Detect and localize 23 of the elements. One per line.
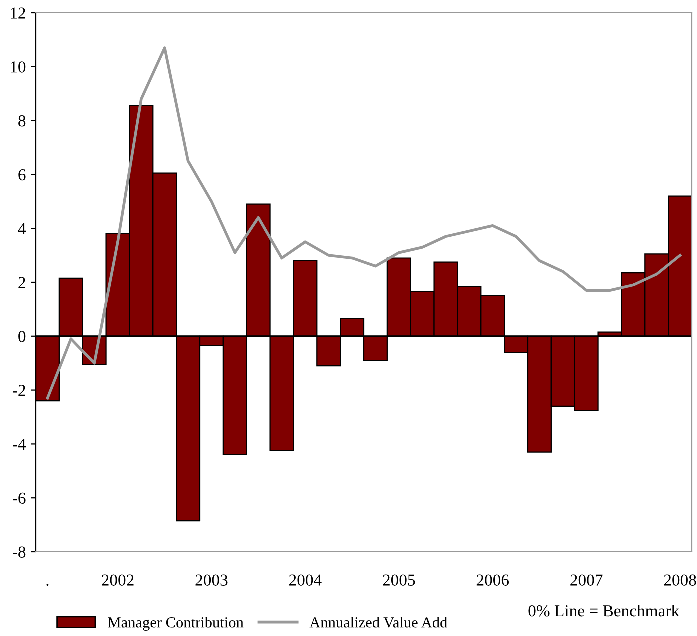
- y-tick-label: 4: [18, 223, 26, 234]
- y-tick-label: -4: [13, 439, 26, 450]
- y-tick-label: 10: [11, 62, 26, 73]
- x-tick-label: 2003: [196, 574, 228, 586]
- legend-label: Annualized Value Add: [310, 617, 448, 628]
- x-tick-label: .: [46, 584, 49, 586]
- line-series: [46, 46, 682, 400]
- y-tick-label: 2: [18, 277, 26, 288]
- y-tick-label: -8: [13, 546, 26, 558]
- y-tick-label: 12: [11, 8, 26, 19]
- y-tick-label: 0: [18, 331, 26, 342]
- x-tick-label: 2007: [570, 574, 603, 586]
- x-tick-label: 2004: [289, 574, 322, 586]
- y-tick-label: 8: [18, 116, 26, 127]
- y-tick-label: -6: [13, 492, 26, 504]
- x-tick-label: 2005: [383, 574, 416, 586]
- text: 0% Line = Benchmark: [528, 604, 680, 617]
- y-tick-label: -2: [13, 385, 26, 396]
- legend-label: Manager Contribution: [108, 617, 244, 631]
- x-tick-label: 2002: [102, 574, 134, 586]
- x-tick-label: 2008: [664, 574, 696, 586]
- y-tick-label: 6: [18, 169, 26, 181]
- x-tick-label: 2006: [476, 574, 510, 586]
